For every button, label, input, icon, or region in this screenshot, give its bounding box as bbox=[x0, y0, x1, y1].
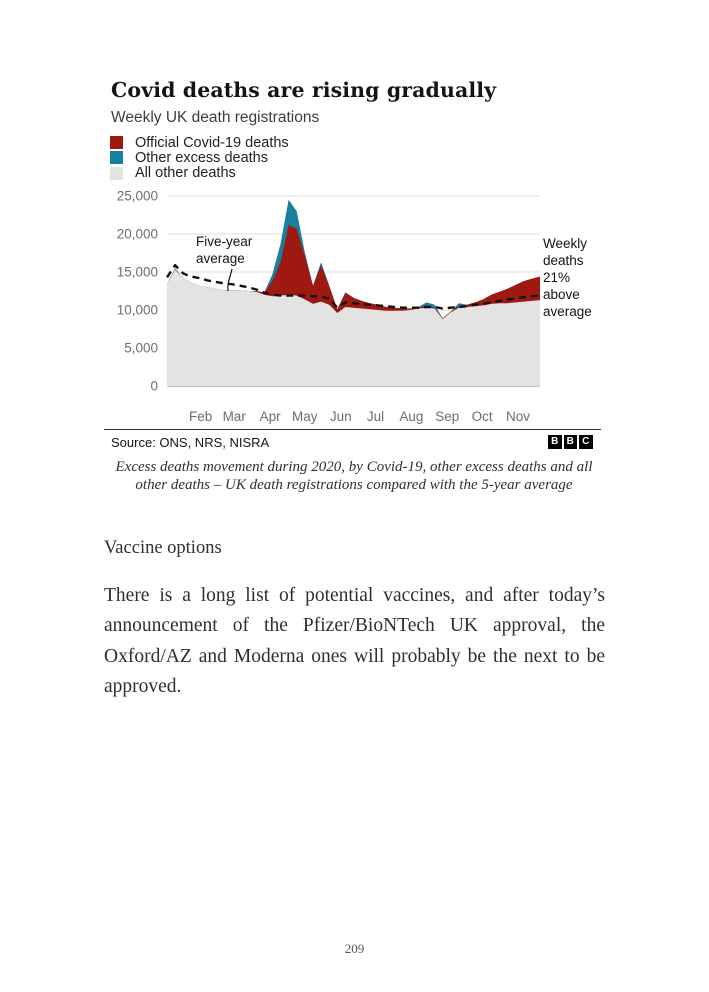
x-tick-label: Sep bbox=[435, 409, 459, 424]
chart-canvas: 0 5,000 10,000 15,000 20,000 25,000 Feb Mar Apr… bbox=[117, 189, 592, 424]
y-tick-label: 20,000 bbox=[117, 227, 158, 242]
body-paragraph: There is a long list of potential vaccin… bbox=[104, 585, 605, 697]
all-other-deaths-area bbox=[167, 269, 540, 386]
x-tick-label: Oct bbox=[472, 409, 493, 424]
y-tick-label: 15,000 bbox=[117, 265, 158, 280]
legend-item-all-other-deaths: All other deaths bbox=[110, 165, 289, 182]
chart-subtitle: Weekly UK death registrations bbox=[111, 109, 320, 126]
chart-title: Covid deaths are rising gradually bbox=[111, 78, 497, 102]
x-tick-label: Mar bbox=[223, 409, 247, 424]
source-divider bbox=[104, 429, 601, 431]
x-tick-label: Feb bbox=[189, 409, 212, 424]
x-tick-label: May bbox=[292, 409, 318, 424]
five-year-average-pointer-line bbox=[227, 268, 233, 292]
bbc-logo-letter: B bbox=[563, 435, 577, 449]
y-tick-label: 0 bbox=[150, 379, 158, 394]
x-tick-label: Jul bbox=[367, 409, 384, 424]
x-tick-label: Aug bbox=[399, 409, 423, 424]
chart-legend: Official Covid-19 deaths Other excess de… bbox=[110, 135, 289, 181]
y-tick-label: 5,000 bbox=[124, 341, 158, 356]
bbc-logo: B B C bbox=[548, 435, 593, 449]
legend-label: Other excess deaths bbox=[135, 149, 268, 166]
excess-deaths-chart: 0 5,000 10,000 15,000 20,000 25,000 Feb Mar Apr… bbox=[104, 183, 604, 428]
five-year-average-line bbox=[166, 264, 541, 310]
x-tick-label: Apr bbox=[260, 409, 282, 424]
annotation-five-year-average: Five-year average bbox=[196, 234, 256, 266]
other-excess-deaths-swatch bbox=[110, 151, 123, 165]
legend-label: All other deaths bbox=[135, 165, 236, 182]
x-tick-label: Nov bbox=[506, 409, 530, 424]
section-heading: Vaccine options bbox=[104, 538, 222, 558]
legend-item-other-excess-deaths: Other excess deaths bbox=[110, 149, 289, 166]
figure-caption: Excess deaths movement during 2020, by C… bbox=[115, 459, 593, 493]
all-other-deaths-swatch bbox=[110, 166, 123, 180]
y-tick-label: 25,000 bbox=[117, 189, 158, 204]
legend-item-covid-deaths: Official Covid-19 deaths bbox=[110, 134, 289, 151]
bbc-logo-letter: B bbox=[548, 435, 562, 449]
covid-deaths-swatch bbox=[110, 136, 123, 149]
legend-label: Official Covid-19 deaths bbox=[135, 134, 289, 151]
x-tick-label: Jun bbox=[330, 409, 352, 424]
source-credit: Source: ONS, NRS, NISRA bbox=[111, 435, 270, 450]
bbc-logo-letter: C bbox=[579, 435, 593, 449]
y-tick-label: 10,000 bbox=[117, 303, 158, 318]
annotation-weekly-deaths-above-average: Weekly deaths 21% above average bbox=[543, 236, 592, 319]
page-number: 209 bbox=[344, 941, 365, 956]
